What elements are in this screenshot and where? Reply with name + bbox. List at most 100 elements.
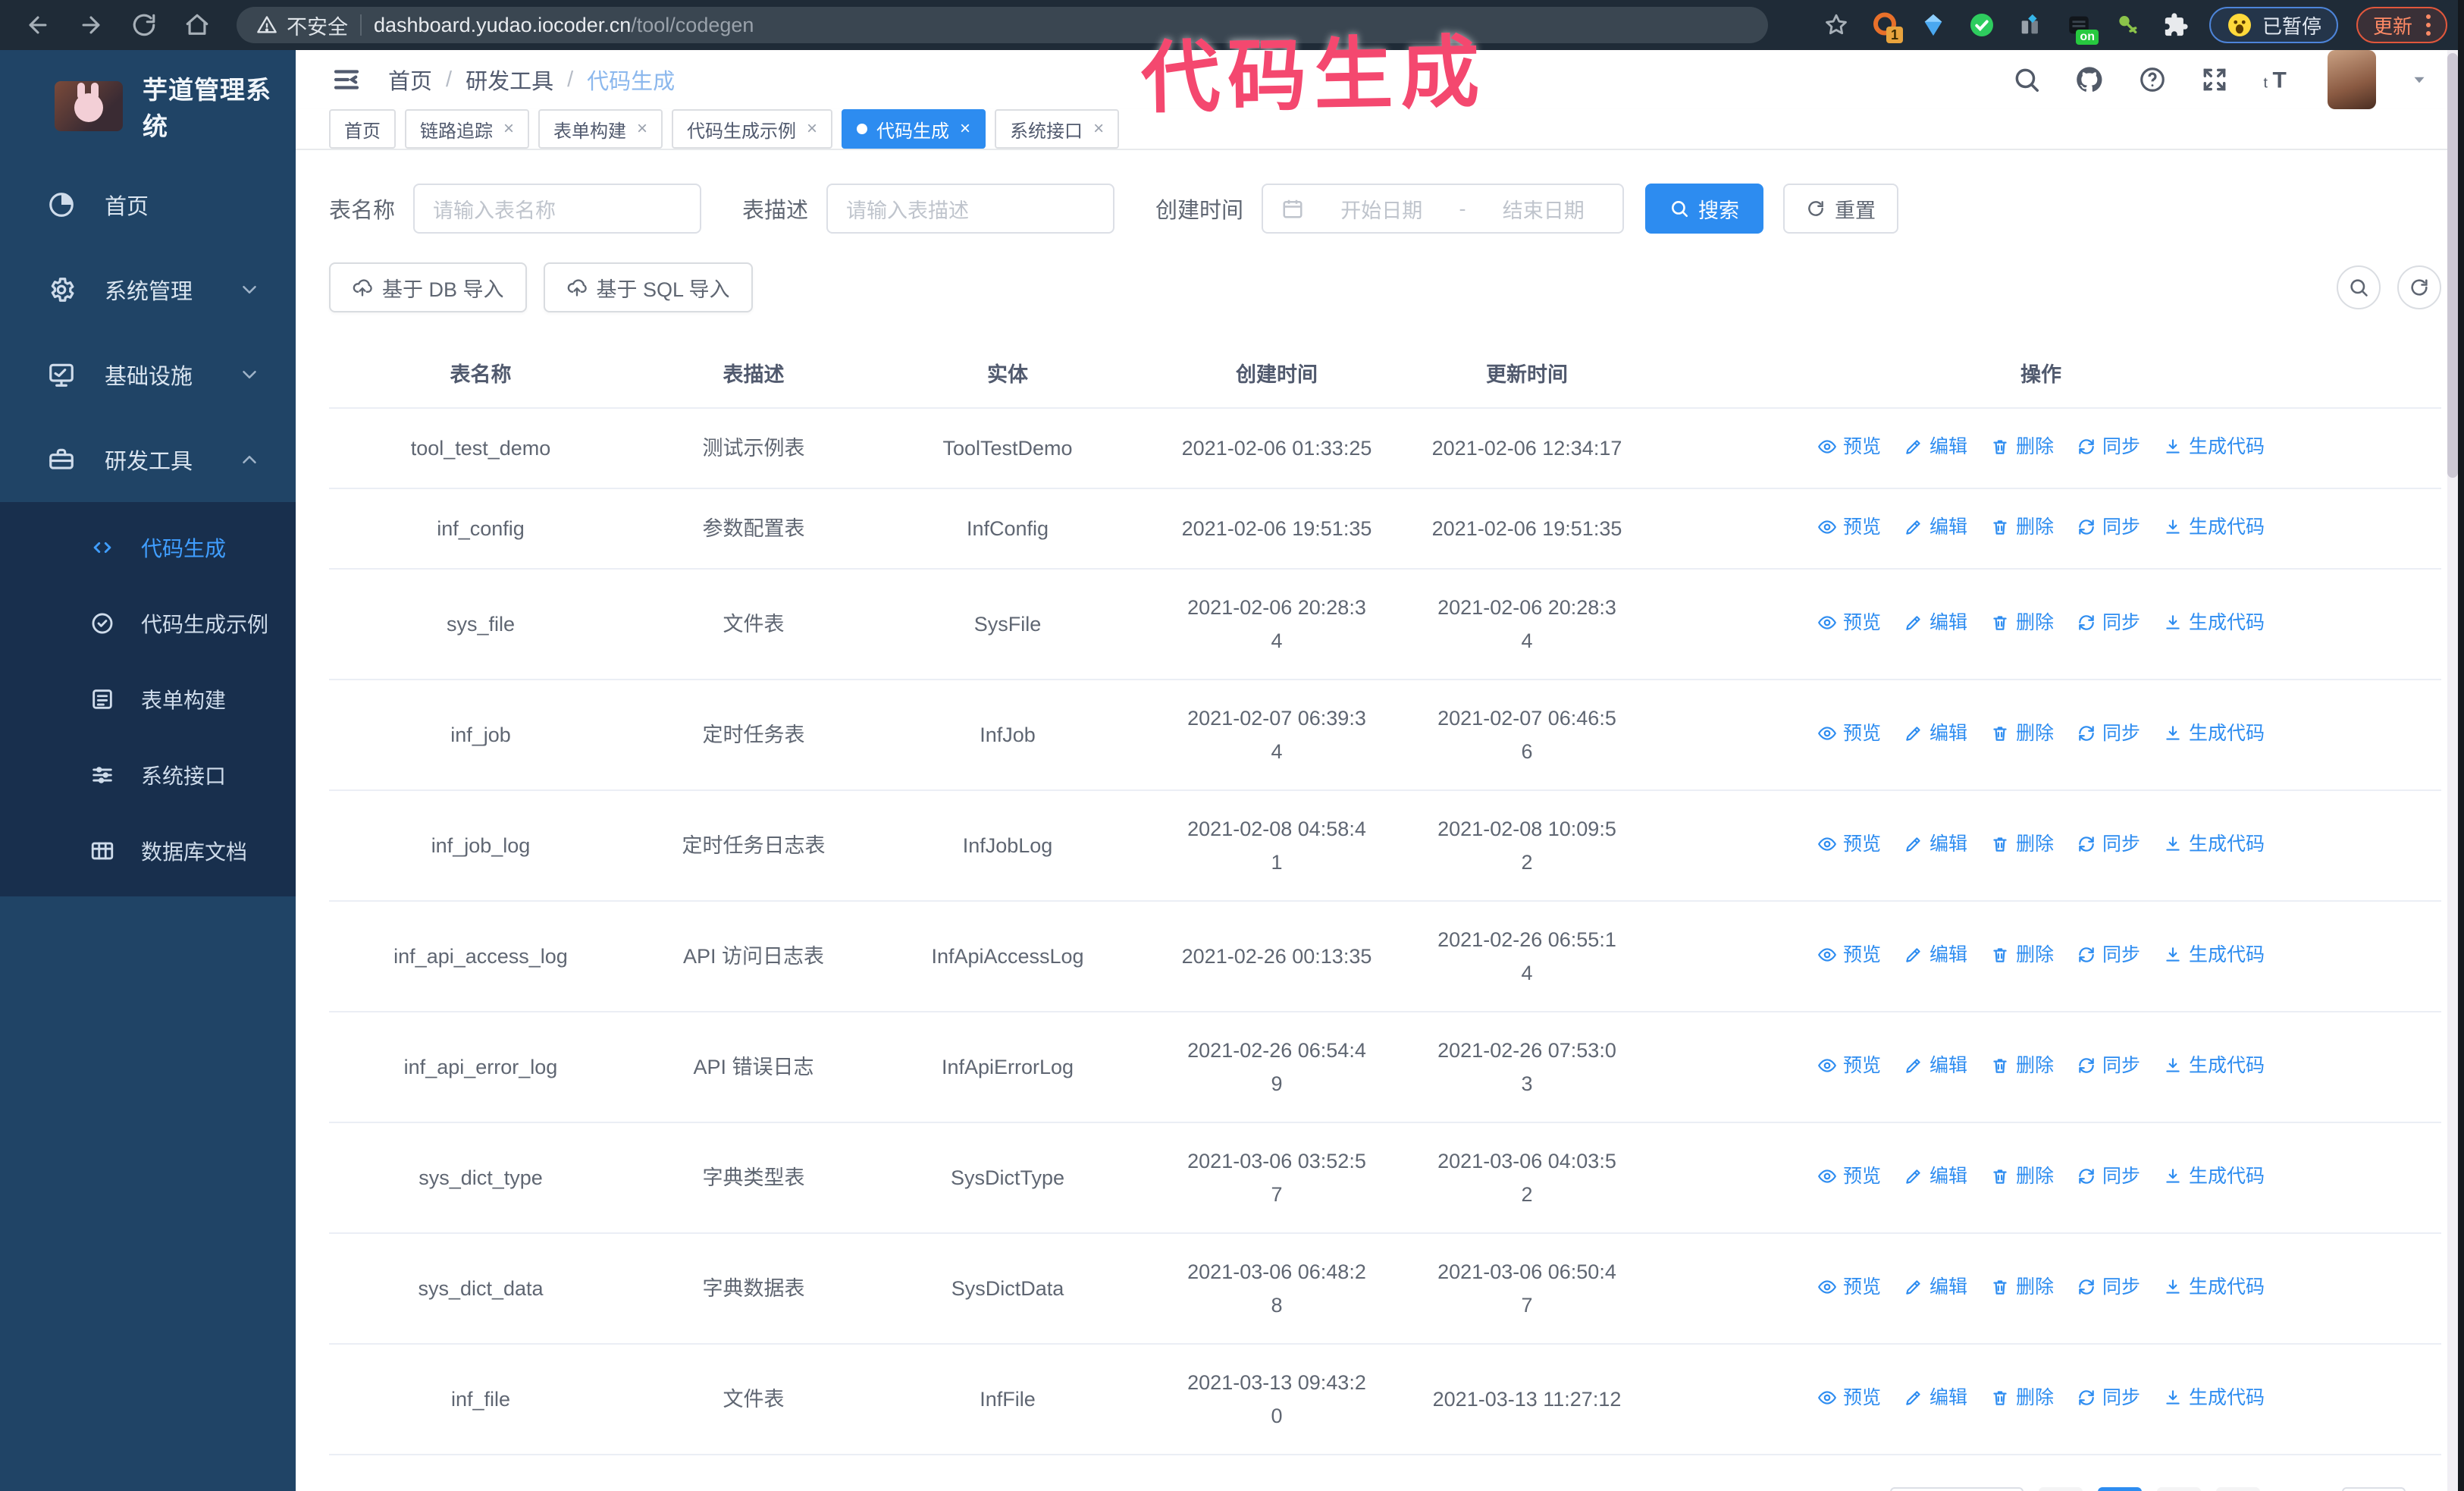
table-row[interactable]: inf_config 参数配置表 InfConfig 2021-02-06 19:51… <box>329 488 2441 570</box>
breadcrumb-devtools[interactable]: 研发工具 <box>466 70 554 94</box>
action-edit[interactable]: 编辑 <box>1904 1270 1967 1304</box>
close-tab-icon[interactable]: × <box>1093 118 1105 139</box>
action-edit[interactable]: 编辑 <box>1904 1160 1967 1193</box>
action-sync[interactable]: 同步 <box>2077 1381 2140 1414</box>
action-eye[interactable]: 预览 <box>1817 606 1881 639</box>
app-logo[interactable]: 芋道管理系统 <box>0 50 296 162</box>
table-row[interactable]: inf_api_access_log API 访问日志表 InfApiAccessL… <box>329 901 2441 1012</box>
search-button[interactable]: 搜索 <box>1645 184 1764 234</box>
action-delete[interactable]: 删除 <box>1990 1270 2054 1304</box>
action-sync[interactable]: 同步 <box>2077 430 2140 463</box>
goto-page-input[interactable]: 1 <box>2342 1487 2406 1491</box>
sidebar-subitem-system-api[interactable]: 系统接口 <box>0 737 296 813</box>
action-eye[interactable]: 预览 <box>1817 938 1881 972</box>
tab-tracing[interactable]: 链路追踪 × <box>405 109 530 149</box>
action-edit[interactable]: 编辑 <box>1904 510 1967 544</box>
action-download[interactable]: 生成代码 <box>2163 1270 2265 1304</box>
browser-back-icon[interactable] <box>17 4 59 46</box>
action-download[interactable]: 生成代码 <box>2163 827 2265 861</box>
action-eye[interactable]: 预览 <box>1817 717 1881 750</box>
tab-system-api[interactable]: 系统接口 × <box>995 109 1120 149</box>
extension-key-icon[interactable] <box>2112 10 2143 40</box>
table-row[interactable]: inf_job_log 定时任务日志表 InfJobLog 2021-02-08 04… <box>329 790 2441 902</box>
sidebar-subitem-codegen-example[interactable]: 代码生成示例 <box>0 585 296 661</box>
action-download[interactable]: 生成代码 <box>2163 1381 2265 1414</box>
action-sync[interactable]: 同步 <box>2077 510 2140 544</box>
chevron-down-icon[interactable] <box>2409 70 2429 89</box>
action-edit[interactable]: 编辑 <box>1904 827 1967 861</box>
extension-blue-gem-icon[interactable] <box>1918 10 1948 40</box>
action-delete[interactable]: 删除 <box>1990 606 2054 639</box>
action-eye[interactable]: 预览 <box>1817 1270 1881 1304</box>
breadcrumb-home[interactable]: 首页 <box>388 70 433 94</box>
profile-paused-badge[interactable]: 已暂停 <box>2209 7 2338 43</box>
prev-page-button[interactable]: ‹ <box>2039 1487 2083 1491</box>
tab-form-builder[interactable]: 表单构建 × <box>538 109 663 149</box>
extension-orange-icon[interactable]: 1 <box>1870 10 1903 43</box>
action-edit[interactable]: 编辑 <box>1904 938 1967 972</box>
tab-codegen-example[interactable]: 代码生成示例 × <box>672 109 833 149</box>
browser-update-button[interactable]: 更新 <box>2356 7 2447 43</box>
user-avatar[interactable] <box>2328 50 2376 109</box>
action-eye[interactable]: 预览 <box>1817 430 1881 463</box>
action-download[interactable]: 生成代码 <box>2163 717 2265 750</box>
action-delete[interactable]: 删除 <box>1990 717 2054 750</box>
action-download[interactable]: 生成代码 <box>2163 938 2265 972</box>
table-row[interactable]: sys_file 文件表 SysFile 2021-02-06 20:28:3 4 20… <box>329 569 2441 680</box>
page-size-select[interactable]: 10条/页 <box>1890 1487 2024 1491</box>
sidebar-item-system-mgmt[interactable]: 系统管理 <box>0 247 296 332</box>
search-icon[interactable] <box>2012 65 2041 94</box>
action-delete[interactable]: 删除 <box>1990 430 2054 463</box>
bookmark-star-icon[interactable] <box>1821 10 1851 40</box>
sidebar-subitem-form-builder[interactable]: 表单构建 <box>0 661 296 737</box>
refresh-table-button[interactable] <box>2397 265 2441 309</box>
action-download[interactable]: 生成代码 <box>2163 510 2265 544</box>
action-download[interactable]: 生成代码 <box>2163 606 2265 639</box>
browser-home-icon[interactable] <box>176 4 218 46</box>
close-tab-icon[interactable]: × <box>503 118 515 139</box>
action-download[interactable]: 生成代码 <box>2163 430 2265 463</box>
browser-reload-icon[interactable] <box>123 4 165 46</box>
action-delete[interactable]: 删除 <box>1990 1381 2054 1414</box>
next-page-button[interactable]: › <box>2216 1487 2260 1491</box>
action-sync[interactable]: 同步 <box>2077 606 2140 639</box>
extensions-puzzle-icon[interactable] <box>2161 10 2191 40</box>
table-row[interactable]: tool_test_demo 测试示例表 ToolTestDemo 2021-02-0… <box>329 408 2441 489</box>
tab-home[interactable]: 首页 <box>329 109 396 149</box>
action-delete[interactable]: 删除 <box>1990 827 2054 861</box>
action-delete[interactable]: 删除 <box>1990 1160 2054 1193</box>
close-tab-icon[interactable]: × <box>960 118 971 139</box>
sidebar-subitem-codegen[interactable]: 代码生成 <box>0 510 296 585</box>
sidebar-item-infrastructure[interactable]: 基础设施 <box>0 332 296 417</box>
page-button-2[interactable]: 2 <box>2157 1487 2201 1491</box>
github-icon[interactable] <box>2074 64 2105 95</box>
sidebar-subitem-db-doc[interactable]: 数据库文档 <box>0 813 296 889</box>
table-name-input[interactable]: 请输入表名称 <box>413 184 702 234</box>
table-row[interactable]: inf_file 文件表 InfFile 2021-03-13 09:43:2 0 20… <box>329 1344 2441 1455</box>
help-icon[interactable] <box>2138 65 2167 94</box>
action-edit[interactable]: 编辑 <box>1904 430 1967 463</box>
table-row[interactable]: inf_api_error_log API 错误日志 InfApiErrorLog 2… <box>329 1012 2441 1123</box>
toggle-search-button[interactable] <box>2337 265 2381 309</box>
action-edit[interactable]: 编辑 <box>1904 1381 1967 1414</box>
import-db-button[interactable]: 基于 DB 导入 <box>329 262 527 312</box>
action-sync[interactable]: 同步 <box>2077 1270 2140 1304</box>
tab-codegen[interactable]: 代码生成 × <box>842 109 986 149</box>
table-desc-input[interactable]: 请输入表描述 <box>826 184 1115 234</box>
action-eye[interactable]: 预览 <box>1817 1160 1881 1193</box>
action-sync[interactable]: 同步 <box>2077 1160 2140 1193</box>
collapse-sidebar-icon[interactable] <box>331 64 362 96</box>
import-sql-button[interactable]: 基于 SQL 导入 <box>543 262 753 312</box>
action-eye[interactable]: 预览 <box>1817 1049 1881 1082</box>
action-delete[interactable]: 删除 <box>1990 1049 2054 1082</box>
action-eye[interactable]: 预览 <box>1817 510 1881 544</box>
kebab-menu-icon[interactable] <box>2426 14 2431 36</box>
sidebar-item-home[interactable]: 首页 <box>0 162 296 247</box>
action-download[interactable]: 生成代码 <box>2163 1160 2265 1193</box>
extension-columns-icon[interactable] <box>2015 10 2045 40</box>
action-eye[interactable]: 预览 <box>1817 1381 1881 1414</box>
action-sync[interactable]: 同步 <box>2077 1049 2140 1082</box>
action-download[interactable]: 生成代码 <box>2163 1049 2265 1082</box>
action-sync[interactable]: 同步 <box>2077 717 2140 750</box>
